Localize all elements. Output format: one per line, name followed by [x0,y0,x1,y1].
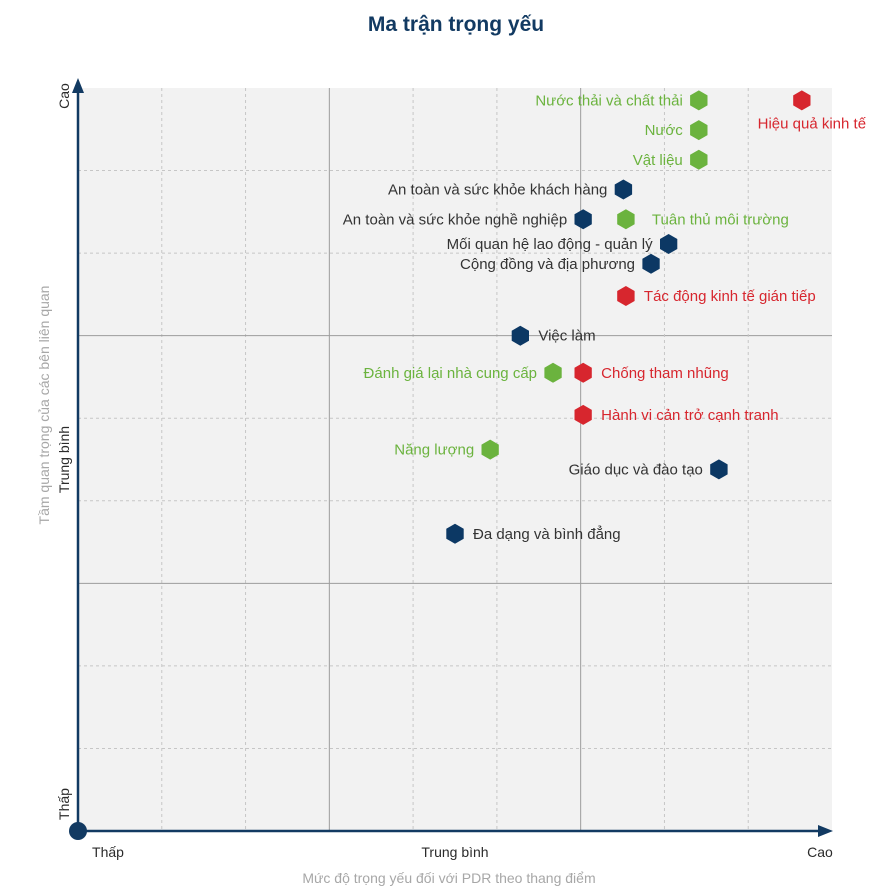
y-axis-title: Tầm quan trọng của các bên liên quan [36,286,52,525]
data-point-label: Vật liệu [633,152,683,169]
x-tick-label: Thấp [92,844,124,860]
data-point-social [446,523,464,544]
data-point-economic [617,286,635,306]
y-tick-label: Trung bình [56,426,72,493]
data-point-environment [690,149,708,170]
data-point-label: Nước thải và chất thải [535,92,682,109]
data-point-label: Đánh giá lại nhà cung cấp [364,365,537,382]
data-point-label: An toàn và sức khỏe nghề nghiệp [343,211,567,228]
grid-lines [78,88,832,831]
tick-labels: Thấp Trung bình Cao Thấp Trung bình Cao [56,83,833,860]
data-point-label: Hiệu quả kinh tế [758,115,867,132]
data-point-label: Nước [645,122,684,139]
x-axis-title: Mức độ trọng yếu đối với PDR theo thang … [302,870,595,886]
data-point-economic [793,90,811,111]
data-point-environment [690,120,708,141]
data-point-economic [574,404,592,425]
data-point-economic [574,362,592,383]
data-point-environment [544,362,562,383]
data-point-social [574,209,592,230]
data-point-social [511,325,529,346]
y-tick-label: Cao [56,83,72,109]
x-axis-arrow [818,825,833,837]
data-point-social [642,253,660,274]
data-point-social [660,234,678,254]
data-point-label: Năng lượng [394,442,474,459]
data-point-label: Giáo dục và đào tạo [569,461,703,478]
data-point-label: Cộng đồng và địa phương [460,256,635,273]
x-tick-label: Cao [807,844,833,860]
x-tick-label: Trung bình [421,844,488,860]
origin-dot [69,822,87,840]
y-axis-arrow [72,78,84,93]
data-points: Nước thải và chất thải Hiệu quả kinh tế Nư… [343,90,867,544]
data-point-label: Mối quan hệ lao động - quản lý [447,236,653,253]
axes [69,78,833,840]
data-point-label: Tác động kinh tế gián tiếp [644,288,816,305]
data-point-social [614,179,633,200]
data-point-label: Hành vi cản trở cạnh tranh [601,407,778,424]
data-point-label: An toàn và sức khỏe khách hàng [388,182,607,199]
chart-title: Ma trận trọng yếu [368,13,544,36]
data-point-label: Đa dạng và bình đẳng [473,525,621,543]
plot-area [78,88,832,831]
data-point-label: Việc làm [538,328,595,345]
data-point-label: Tuân thủ môi trường [652,211,789,228]
data-point-environment [690,90,708,111]
data-point-social [710,459,728,480]
data-point-label: Chống tham nhũng [601,365,729,382]
data-point-environment [481,439,499,460]
y-tick-label: Thấp [56,788,72,820]
data-point-environment [617,209,635,230]
